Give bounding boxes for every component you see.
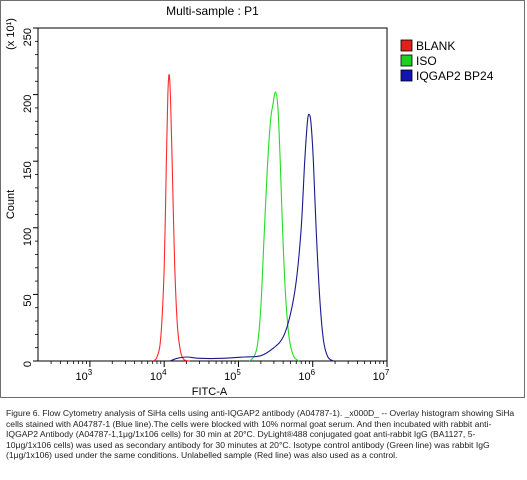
y-tick-label-100: 100 xyxy=(22,228,34,246)
legend-label-iso: ISO xyxy=(416,54,437,68)
plot-area xyxy=(37,27,388,362)
caption-text: Figure 6. Flow Cytometry analysis of SiH… xyxy=(6,408,515,461)
x-tick-label-1000: 103 xyxy=(76,368,93,383)
series-line-iso xyxy=(248,91,300,362)
legend-swatch-iso xyxy=(400,54,413,67)
legend-swatch-iqgap2-bp24 xyxy=(400,69,413,82)
y-tick-label-250: 250 xyxy=(22,28,34,46)
figure-caption: Figure 6. Flow Cytometry analysis of SiH… xyxy=(6,408,516,461)
y-tick-label-0: 0 xyxy=(22,361,34,367)
series-line-iqgap2-bp24 xyxy=(169,113,334,362)
y-tick-label-150: 150 xyxy=(22,161,34,179)
x-axis-label: FITC-A xyxy=(192,386,228,398)
legend-label-blank: BLANK xyxy=(416,39,455,53)
figure-frame xyxy=(0,0,525,398)
x-tick-label-10000000: 107 xyxy=(373,368,390,383)
legend-swatch-blank xyxy=(400,39,413,52)
y-axis-label: Count xyxy=(5,190,17,219)
y-axis-multiplier: (x 10¹) xyxy=(5,18,17,50)
x-tick-label-100000: 105 xyxy=(224,368,241,383)
legend-label-iqgap2-bp24: IQGAP2 BP24 xyxy=(416,69,494,83)
y-tick-label-50: 50 xyxy=(22,294,34,306)
histogram-chart: Multi-sample : P1 0 50 100 150 200 250 103 104 10… xyxy=(5,4,494,398)
x-tick-label-10000: 104 xyxy=(150,368,167,383)
chart-title: Multi-sample : P1 xyxy=(166,4,259,18)
y-tick-label-200: 200 xyxy=(22,95,34,113)
series-line-blank xyxy=(152,74,190,362)
x-tick-label-1000000: 106 xyxy=(298,368,315,383)
